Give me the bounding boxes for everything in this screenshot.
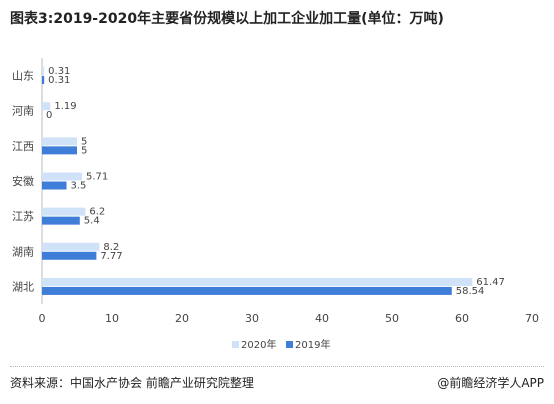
legend-swatch [286, 341, 293, 348]
data-label: 1.19 [54, 101, 76, 112]
y-category-label: 江西 [12, 140, 34, 153]
bar-2020 [42, 102, 51, 111]
x-tick-label: 40 [315, 312, 329, 325]
source-note: 资料来源：中国水产协会 前瞻产业研究院整理 [10, 376, 254, 390]
data-label: 61.47 [476, 277, 505, 288]
x-tick-label: 10 [105, 312, 119, 325]
y-category-label: 河南 [12, 105, 34, 118]
x-tick-label: 0 [39, 312, 46, 325]
legend-swatch [232, 341, 239, 348]
x-tick-label: 70 [525, 312, 539, 325]
y-category-label: 湖南 [12, 245, 34, 258]
y-category-label: 湖北 [12, 280, 34, 293]
bar-2020 [42, 277, 473, 286]
bar-2019 [42, 181, 67, 190]
data-label: 7.77 [100, 251, 122, 262]
data-label: 3.5 [71, 181, 87, 192]
x-tick-label: 60 [455, 312, 469, 325]
bar-2020 [42, 172, 82, 181]
y-category-label: 江苏 [12, 210, 34, 223]
bar-2019 [42, 216, 80, 225]
y-category-label: 山东 [12, 70, 34, 83]
bar-2019 [42, 146, 77, 155]
brand-credit: @前瞻经济学人APP [437, 376, 544, 390]
bar-2020 [42, 242, 100, 251]
data-label: 6.2 [89, 207, 105, 218]
x-tick-label: 30 [245, 312, 259, 325]
data-label: 0.31 [48, 66, 70, 77]
bar-2020 [42, 207, 86, 216]
y-category-label: 安徽 [12, 174, 34, 188]
data-label: 5.4 [84, 216, 100, 227]
legend-label: 2019年 [295, 338, 330, 351]
bar-2020 [42, 67, 45, 76]
data-label: 0 [46, 110, 52, 121]
x-tick-label: 20 [175, 312, 189, 325]
bar-2020 [42, 137, 77, 146]
data-label: 0.31 [48, 75, 70, 86]
data-label: 5.71 [86, 172, 108, 183]
data-label: 58.54 [456, 286, 485, 297]
bar-2019 [42, 251, 97, 260]
data-label: 5 [81, 136, 87, 147]
bar-2019 [42, 286, 452, 295]
legend-label: 2020年 [241, 338, 276, 351]
data-label: 5 [81, 145, 87, 156]
chart-title: 图表3:2019-2020年主要省份规模以上加工企业加工量(单位：万吨) [10, 11, 444, 27]
x-tick-label: 50 [385, 312, 399, 325]
footer-divider [10, 366, 544, 367]
bar-2019 [42, 76, 45, 85]
data-label: 8.2 [103, 242, 119, 253]
